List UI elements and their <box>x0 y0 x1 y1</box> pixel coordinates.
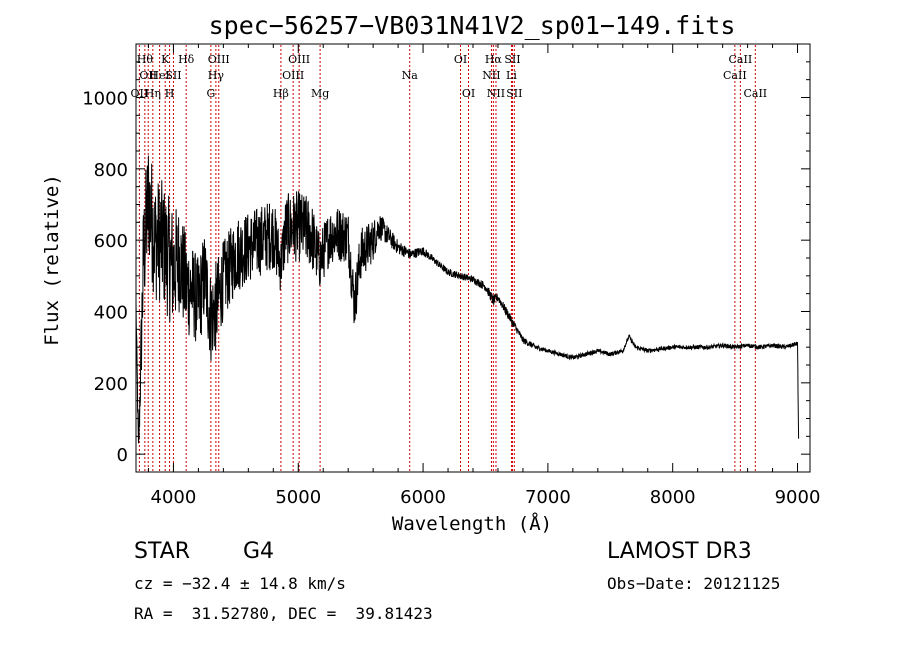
spectral-line-label: Mg <box>311 87 329 100</box>
spectral-line-label: Hα <box>485 53 503 66</box>
y-tick-label: 200 <box>94 374 128 395</box>
object-class: STAR <box>134 539 191 564</box>
x-tick-label: 7000 <box>525 487 571 508</box>
spectral-line-label: Hδ <box>178 53 195 66</box>
x-axis: 4000 5000 6000 7000 8000 9000 <box>147 44 821 508</box>
spectral-line-label: Hγ <box>208 69 225 82</box>
spectral-line-label: K <box>161 53 170 66</box>
redshift-cz: cz = −32.4 ± 14.8 km/s <box>134 574 346 593</box>
spectrum-line <box>135 155 800 444</box>
survey-name: LAMOST DR3 <box>607 539 752 564</box>
spectral-line-label: OIII <box>208 53 230 66</box>
spectral-line-label: Na <box>402 69 419 82</box>
spectral-line-label: OII <box>139 69 157 82</box>
y-tick-label: 400 <box>94 303 128 324</box>
spectral-line-label: OII <box>131 87 149 100</box>
x-tick-label: 9000 <box>775 487 821 508</box>
spectral-line-label: CaII <box>743 87 767 100</box>
x-tick-label: 4000 <box>151 487 197 508</box>
spectral-line-label: G <box>206 87 215 100</box>
chart-title: spec−56257−VB031N41V2_sp01−149.fits <box>209 11 736 40</box>
coordinates: RA = 31.52780, DEC = 39.81423 <box>134 604 433 623</box>
spectral-line-label: HeI <box>149 69 169 82</box>
spectral-line-label: SII <box>504 53 520 66</box>
spectral-line-label: CaII <box>729 53 753 66</box>
y-tick-label: 1000 <box>82 89 128 110</box>
spectral-line-label: NII <box>487 87 505 100</box>
y-tick-label: 600 <box>94 231 128 252</box>
object-subclass: G4 <box>243 539 275 564</box>
y-axis-label: Flux (relative) <box>41 174 63 346</box>
x-tick-label: 8000 <box>650 487 696 508</box>
spectral-line-label: SII <box>506 87 522 100</box>
y-tick-label: 800 <box>94 160 128 181</box>
observation-date: Obs−Date: 20121125 <box>607 574 781 593</box>
x-axis-label: Wavelength (Å) <box>392 512 552 535</box>
spectral-line-labels: OIIHθOIIHηHeIKHSIIHδGHγOIIIHβOIIIOIIIMgN… <box>131 53 768 100</box>
y-axis: 0 200 400 600 800 1000 <box>82 61 810 466</box>
spectral-line-label: OI <box>454 53 467 66</box>
spectral-line-label: NII <box>482 69 500 82</box>
spectral-line-label: OI <box>462 87 475 100</box>
spectral-line-label: H <box>165 87 175 100</box>
x-tick-label: 6000 <box>400 487 446 508</box>
spectral-line-label: Hβ <box>273 87 289 100</box>
spectral-line-label: Li <box>506 69 517 82</box>
spectral-line-label: Hθ <box>137 53 154 66</box>
spectral-line-label: OIII <box>288 53 310 66</box>
spectral-line-label: OIII <box>282 69 304 82</box>
y-tick-label: 0 <box>117 445 128 466</box>
spectral-line-label: CaII <box>723 69 747 82</box>
x-tick-label: 5000 <box>275 487 321 508</box>
spectral-line-label: Hη <box>145 87 161 100</box>
spectral-line-label: SII <box>165 69 181 82</box>
